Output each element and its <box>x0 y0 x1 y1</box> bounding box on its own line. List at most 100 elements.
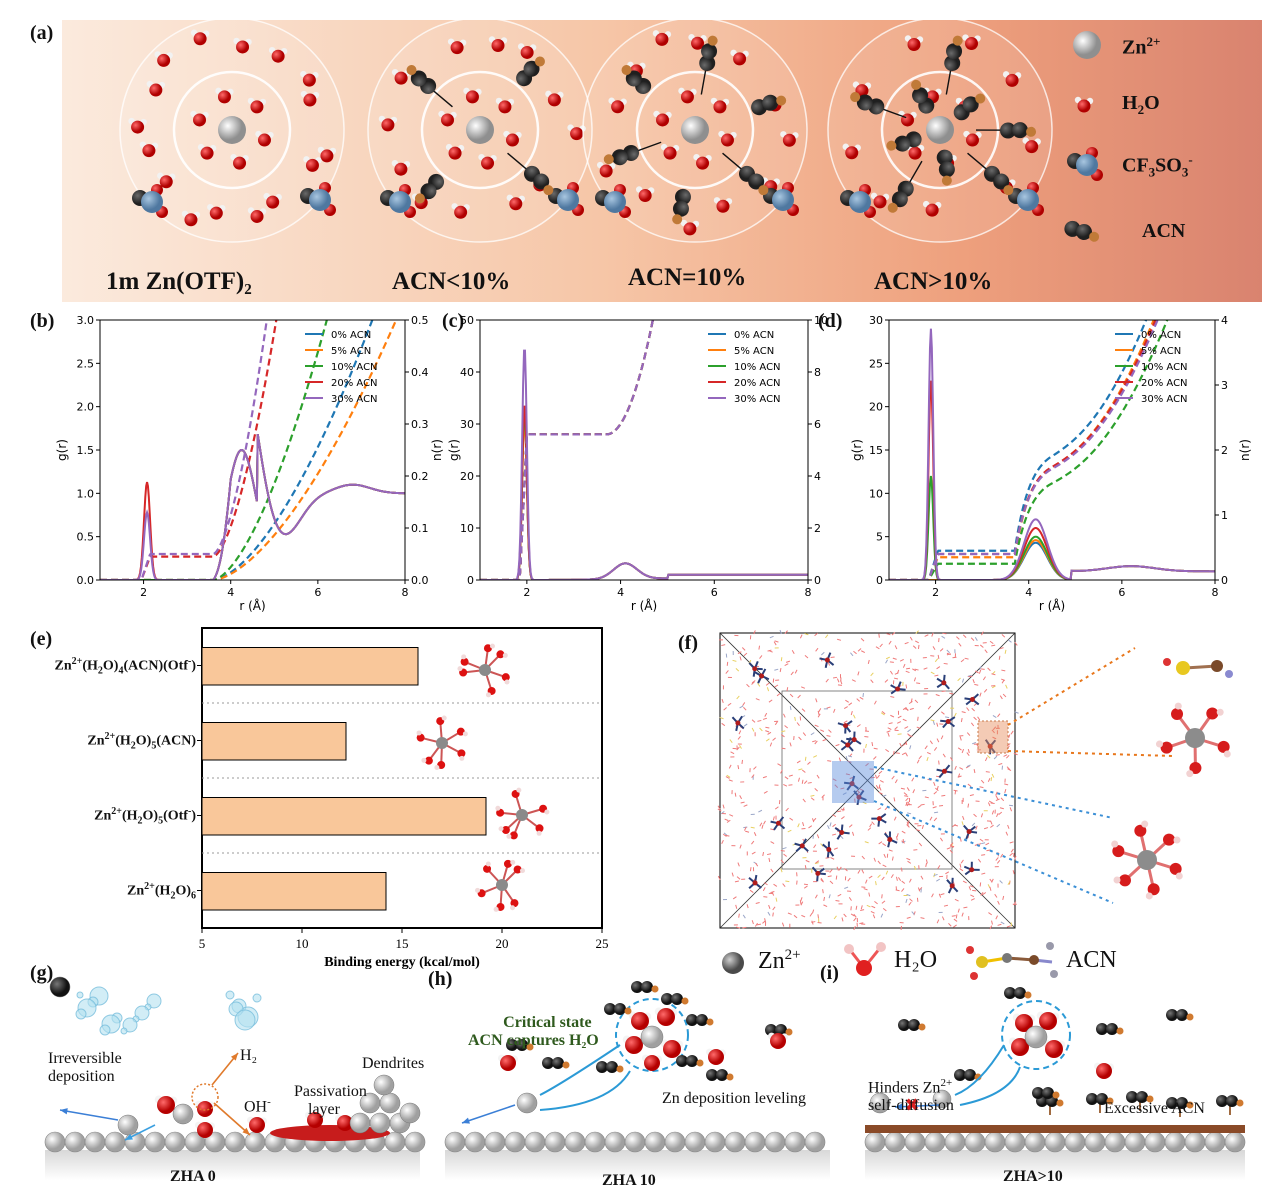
solvent-fragment <box>932 806 937 809</box>
zn-substrate-atom <box>564 1131 586 1153</box>
acn-c <box>1216 1095 1228 1107</box>
solvent-fragment <box>902 742 907 747</box>
acn-c <box>762 94 779 111</box>
solvent-fragment <box>1014 711 1019 714</box>
y-tick-label: 40 <box>460 366 474 379</box>
y-axis-label: g(r) <box>850 439 864 461</box>
acn-n <box>534 56 545 67</box>
solvent-fragment <box>987 667 991 672</box>
solvent-fragment <box>904 641 909 645</box>
arrow-head <box>462 1117 470 1124</box>
zn-substrate-atom <box>1024 1131 1046 1153</box>
atom-h <box>504 679 510 685</box>
solvent-fragment <box>817 710 820 715</box>
water-molecule <box>394 71 408 85</box>
solvent-fragment <box>962 815 965 820</box>
solvent-fragment <box>814 862 819 865</box>
solvent-fragment <box>971 707 975 712</box>
solvent-fragment <box>879 786 882 791</box>
zn-substrate-atom <box>64 1131 86 1153</box>
zn-ion <box>369 1112 391 1134</box>
solvent-fragment <box>912 789 916 794</box>
solvent-fragment <box>957 747 962 751</box>
solvent-fragment <box>895 876 898 881</box>
water-molecule <box>307 1112 323 1128</box>
x-axis-label: r (Å) <box>631 598 657 613</box>
atom-h <box>1173 836 1181 844</box>
solvent-fragment <box>905 801 908 806</box>
solvent-fragment <box>762 887 766 892</box>
plot-frame <box>888 319 1216 581</box>
atom-h <box>457 666 463 672</box>
otf-anion <box>141 191 163 213</box>
solvent-fragment <box>900 867 903 872</box>
otf-anion <box>772 189 794 211</box>
solvent-fragment <box>837 893 842 897</box>
solvation-shell-highlight <box>615 998 689 1072</box>
solvent-fragment <box>962 634 967 638</box>
solvent-fragment <box>901 888 905 892</box>
legend-entry: 20% ACN <box>331 378 378 389</box>
acn-c <box>631 981 643 993</box>
solvent-fragment <box>957 677 961 682</box>
caption-1m-zn-otf: 1m Zn(OTF)₂ <box>106 268 252 295</box>
solvent-fragment <box>823 904 828 907</box>
acn-c <box>856 94 873 111</box>
solvent-fragment <box>983 827 989 830</box>
solvent-fragment <box>933 817 938 822</box>
arrow-head <box>242 1127 250 1135</box>
panel-label-i: (i) <box>820 962 839 984</box>
solvent-fragment <box>989 640 994 645</box>
solvent-fragment <box>833 915 837 920</box>
atom-h <box>493 906 499 912</box>
solvent-fragment <box>960 658 965 663</box>
zn-ion <box>516 1092 538 1114</box>
solvent-fragment <box>878 633 880 638</box>
panel-label-c: (c) <box>442 310 465 332</box>
solvent-fragment <box>871 821 875 826</box>
substrate-base <box>445 1150 830 1180</box>
acn-n <box>918 1023 926 1031</box>
solvent-fragment <box>1002 895 1005 901</box>
y-tick-label: 50 <box>460 314 474 327</box>
x-tick-label: 6 <box>314 586 321 599</box>
solvent-fragment <box>878 841 883 845</box>
water-molecule <box>631 1012 649 1030</box>
solvent-fragment <box>816 834 820 839</box>
solvent-fragment <box>882 794 887 797</box>
solvent-fragment <box>786 687 789 692</box>
panel-label-g: (g) <box>30 962 54 984</box>
solvent-fragment <box>802 732 807 736</box>
solvent-fragment <box>978 666 982 671</box>
caption-acn-less-10: ACN<10% <box>392 268 511 295</box>
solvent-fragment <box>880 913 884 918</box>
solvent-fragment <box>878 791 883 795</box>
coord-line-5 <box>100 320 268 580</box>
solvent-fragment <box>861 869 865 874</box>
solvent-fragment <box>865 879 868 884</box>
solvent-fragment <box>893 677 899 680</box>
solvent-fragment <box>811 818 815 823</box>
solvent-fragment <box>802 798 806 803</box>
zn-substrate-atom <box>44 1131 66 1153</box>
solvent-fragment <box>835 875 838 880</box>
solvent-fragment <box>822 889 824 894</box>
solvent-fragment <box>830 857 835 860</box>
solvent-fragment <box>974 670 979 674</box>
otf-anion <box>1017 189 1039 211</box>
solvent-fragment <box>992 736 997 740</box>
zn-substrate-atom <box>1004 1131 1026 1153</box>
legend-f-acn: ACN <box>1066 947 1117 973</box>
acn-molecule <box>672 188 691 225</box>
solvent-fragment <box>799 634 803 639</box>
panel-label-b: (b) <box>30 310 55 332</box>
solvent-fragment <box>867 659 870 664</box>
acn-molecule <box>621 64 652 95</box>
solvent-fragment <box>882 843 887 847</box>
y2-tick-label: 2 <box>814 522 821 535</box>
solvent-fragment <box>763 790 768 794</box>
solvent-fragment <box>992 726 997 731</box>
solvent-fragment <box>914 668 919 671</box>
zn-substrate-atom <box>764 1131 786 1153</box>
solvent-fragment <box>926 756 929 762</box>
